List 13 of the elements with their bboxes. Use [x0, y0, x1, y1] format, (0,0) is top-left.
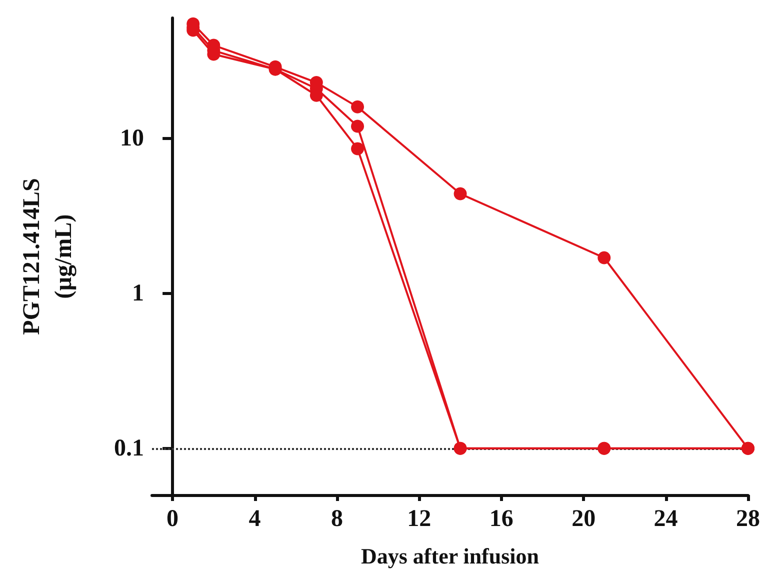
- y-tick-label: 1: [132, 280, 144, 306]
- x-tick-label: 0: [166, 506, 179, 532]
- y-tick-label: 10: [120, 126, 144, 152]
- x-tick-label: 4: [248, 506, 261, 532]
- y-axis-title: PGT121.414LS (µg/mL): [19, 178, 77, 335]
- y-tick-label: 0.1: [114, 435, 144, 462]
- x-tick-label: 28: [736, 506, 760, 532]
- x-tick-label: 8: [330, 506, 343, 532]
- x-tick-label: 20: [572, 506, 596, 532]
- x-axis-title: Days after infusion: [360, 544, 540, 568]
- x-tick-label: 16: [489, 506, 514, 532]
- x-tick-label: 12: [407, 506, 432, 532]
- x-tick-label: 24: [654, 506, 678, 532]
